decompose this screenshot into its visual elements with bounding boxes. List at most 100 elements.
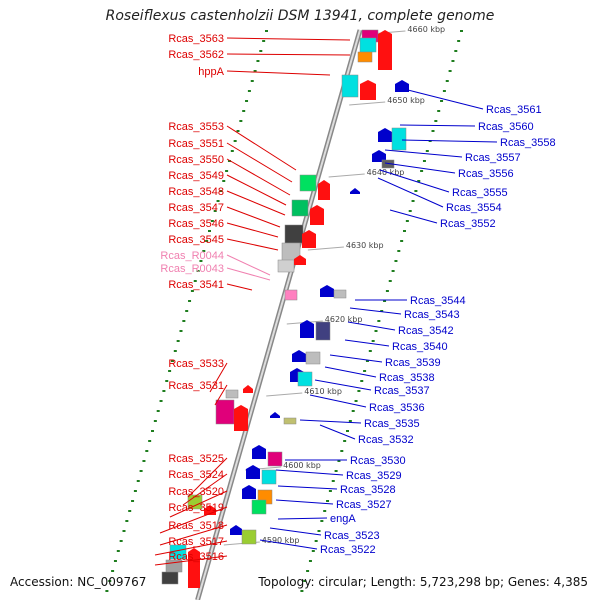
gc-dot [454,50,458,52]
kbp-label: 4620 kbp [325,315,363,324]
gc-dot [216,200,220,202]
leader-line [259,539,318,550]
gc-dot [377,320,381,322]
gene-label-right: Rcas_3537 [374,385,430,397]
gc-dot [334,470,338,472]
gene-label-left: Rcas_3520 [168,486,224,498]
gene-block [241,529,257,545]
gc-dot [331,480,335,482]
kbp-tick [349,101,386,106]
gene-block [161,571,179,585]
gc-dot [414,190,418,192]
gc-dot [105,590,109,592]
gc-dot [348,420,352,422]
gc-dot [142,460,146,462]
leader-line [182,473,228,506]
gene-label-right: Rcas_3543 [404,309,460,321]
gene-label-right: Rcas_3540 [392,341,448,353]
gc-dot [262,40,266,42]
accession-text: Accession: NC_009767 [10,575,147,589]
gc-dot [119,540,123,542]
leader-line [226,238,279,251]
gc-dot [128,510,132,512]
gc-dot [437,110,441,112]
gene-label-left: Rcas_3517 [168,536,224,548]
gc-dot [213,210,217,212]
gc-dot [445,80,449,82]
gene-label-left: Rcas_3547 [168,202,224,214]
gene-block [341,74,359,98]
gc-dot [185,310,189,312]
gc-dot [306,570,310,572]
gc-dot [420,170,424,172]
gc-dot [182,320,186,322]
gene-label-left: hppA [198,66,224,78]
gene-label-left: Rcas_3563 [168,33,224,45]
gc-dot [208,230,211,232]
gc-dot [190,290,194,292]
gene-arrow [252,445,266,459]
gc-dot [133,490,137,492]
gene-label-left: Rcas_3562 [168,49,224,61]
gene-label-left: Rcas_3551 [168,138,224,150]
leader-line [226,37,351,41]
leader-line [324,366,377,378]
gc-dot [242,110,246,112]
gc-dot [116,550,120,552]
gc-dot [388,280,392,282]
gene-label-right: Rcas_3527 [336,499,392,511]
gc-dot [145,450,149,452]
gene-arrow [318,180,330,200]
gene-arrow [242,485,256,499]
leader-line [226,254,271,276]
gene-label-right: Rcas_3530 [350,455,406,467]
gc-dot [434,120,438,122]
gc-dot [300,590,304,592]
kbp-label: 4660 kbp [407,25,445,34]
gene-block [277,259,295,273]
gene-block [391,127,407,151]
gene-label-left: Rcas_3524 [168,469,224,481]
topology-text: Topology: circular; Length: 5,723,298 bp… [258,575,588,589]
gene-label-right: Rcas_3535 [364,418,420,430]
gc-dot [328,490,332,492]
gene-block [291,199,309,217]
gc-dot [383,300,387,302]
leader-line [226,267,271,281]
gene-label-right: Rcas_3522 [320,544,376,556]
leader-line [226,158,291,196]
leader-line [319,424,356,440]
gene-label-left: Rcas_3548 [168,186,224,198]
gene-block [284,289,298,301]
leader-line [389,209,438,224]
leader-line [226,206,281,228]
gc-dot [230,150,234,152]
kbp-label: 4640 kbp [367,168,405,177]
gc-dot [193,280,197,282]
leader-line [299,419,362,424]
leader-line [159,524,228,546]
gc-dot [108,580,112,582]
kbp-markers-layer: 4660 kbp 4650 kbp 4640 kbp 4630 kbp 4620 kbp… [223,25,445,546]
leader-line [399,124,476,127]
gene-label-left: Rcas_R0043 [160,263,224,275]
gene-arrow [243,385,253,393]
gc-dot [397,250,401,252]
gc-dot [256,60,260,62]
leader-line [226,70,331,76]
gene-arrow [246,465,260,479]
gene-label-left: Rcas_3550 [168,154,224,166]
gc-dot [168,370,172,372]
gc-dot [317,530,321,532]
leader-line [226,125,297,171]
gc-dot [227,160,231,162]
gc-dot [156,410,160,412]
gc-dot [153,420,157,422]
gc-dot [148,440,152,442]
gc-dot [385,290,389,292]
gc-dot [394,260,398,262]
gc-dot [365,360,369,362]
leader-line [379,169,450,193]
gc-dot [442,90,446,92]
backbone-inner [196,29,361,600]
